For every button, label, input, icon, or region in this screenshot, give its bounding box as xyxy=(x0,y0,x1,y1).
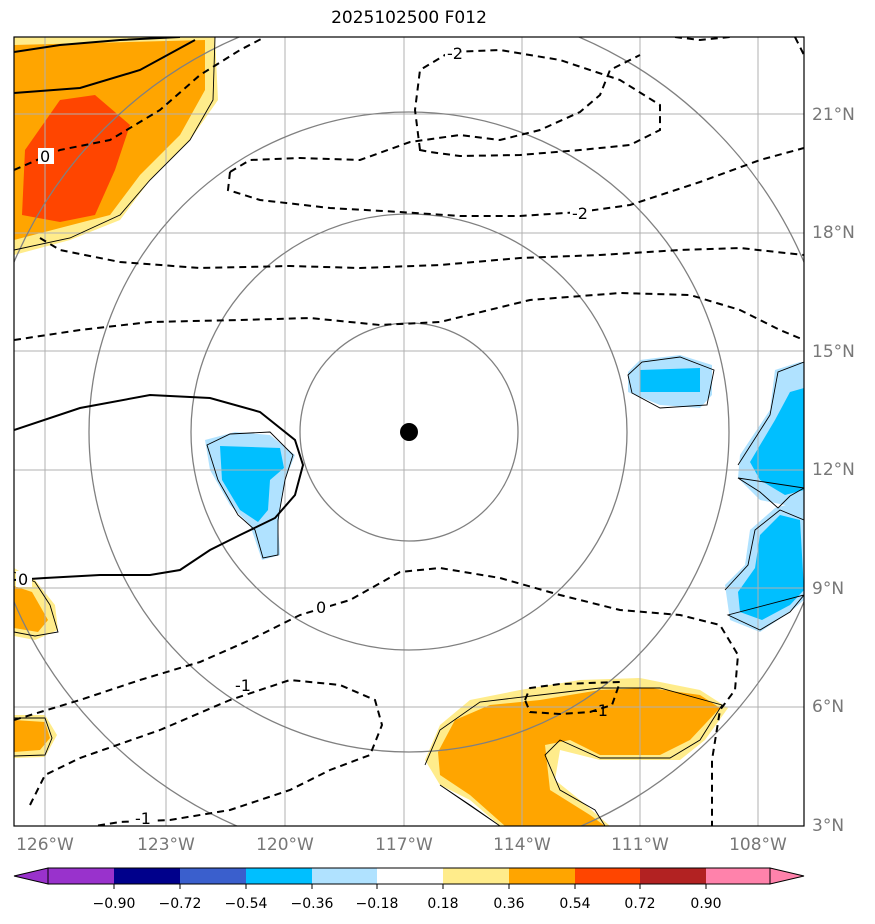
colorbar-tick-5: 0.18 xyxy=(427,896,458,912)
outline-wc xyxy=(206,431,294,559)
contour-dashed-b xyxy=(39,237,804,270)
contour-dashed-k xyxy=(794,37,804,56)
lon-label-123w: 123°W xyxy=(137,835,195,855)
lat-label-21n: 21°N xyxy=(812,105,855,125)
colorbar-seg-6 xyxy=(443,868,509,884)
contour-solid-top2 xyxy=(14,39,196,94)
negative-anomaly-e1-core xyxy=(640,368,700,392)
colorbar-tick-8: 0.72 xyxy=(624,896,655,912)
contour-label-minus1-sw: -1 xyxy=(135,809,151,828)
colorbar-seg-8 xyxy=(575,868,640,884)
colorbar-extend-high xyxy=(769,867,805,885)
longitude-labels: 126°W 123°W 120°W 117°W 114°W 111°W 108°… xyxy=(16,835,787,855)
map-frame xyxy=(13,36,805,827)
colorbar-seg-10 xyxy=(706,868,770,884)
colorbar-tick-7: 0.54 xyxy=(559,896,590,912)
contour-dashed-h xyxy=(29,678,384,826)
lat-label-3n: 3°N xyxy=(812,816,844,836)
contour-dashed-e xyxy=(226,147,804,217)
contour-dashed-g xyxy=(14,566,740,826)
contour-solid-top1 xyxy=(14,37,181,53)
colorbar-tick-0: −0.90 xyxy=(93,896,136,912)
colorbar-seg-9 xyxy=(640,868,706,884)
outline-e2 xyxy=(737,361,804,509)
colorbar-seg-4 xyxy=(312,868,377,884)
contour-dashed-c xyxy=(14,291,804,341)
lon-label-120w: 120°W xyxy=(256,835,314,855)
lon-label-117w: 117°W xyxy=(375,835,433,855)
colorbar-tick-9: 0.90 xyxy=(690,896,721,912)
outline-e1 xyxy=(627,356,715,409)
strong-anomaly-nw xyxy=(22,95,130,222)
colorbar: −0.90 −0.72 −0.54 −0.36 −0.18 0.18 0.36 … xyxy=(13,867,805,912)
negative-anomaly-wc-core xyxy=(220,446,284,522)
lat-label-12n: 12°N xyxy=(812,460,855,480)
range-ring-3 xyxy=(88,111,730,753)
contour-dashed-d xyxy=(229,54,641,173)
positive-anomaly-sw-core xyxy=(14,720,50,752)
contour-label-zero-c: 0 xyxy=(316,598,326,617)
colorbar-tick-1: −0.72 xyxy=(159,896,202,912)
contour-dashed-f xyxy=(413,48,661,158)
contour-label-minus1-s: -1 xyxy=(592,701,608,720)
lon-label-114w: 114°W xyxy=(493,835,551,855)
colorbar-tick-2: −0.54 xyxy=(225,896,268,912)
contour-label-minus2-top: -2 xyxy=(447,44,463,63)
outline-nw xyxy=(14,37,216,251)
colorbar-seg-2 xyxy=(180,868,246,884)
colorbar-seg-5 xyxy=(377,868,443,884)
lat-label-15n: 15°N xyxy=(812,342,855,362)
colorbar-seg-3 xyxy=(246,868,312,884)
contour-dashed-a xyxy=(14,37,266,171)
colorbar-seg-1 xyxy=(114,868,180,884)
outline-e3 xyxy=(724,509,804,631)
lon-label-126w: 126°W xyxy=(16,835,74,855)
lat-label-9n: 9°N xyxy=(812,579,844,599)
colorbar-seg-7 xyxy=(509,868,575,884)
outline-sw xyxy=(14,717,53,757)
lat-label-18n: 18°N xyxy=(812,223,855,243)
storm-center-marker xyxy=(400,423,418,441)
map-panel: -2 -2 0 0 0 -1 -1 -1 xyxy=(14,37,804,828)
graticule xyxy=(14,37,804,826)
lat-label-6n: 6°N xyxy=(812,697,844,717)
colorbar-tick-3: −0.36 xyxy=(291,896,334,912)
lon-label-108w: 108°W xyxy=(729,835,787,855)
lon-label-111w: 111°W xyxy=(611,835,669,855)
colorbar-extend-low xyxy=(13,867,49,885)
positive-anomaly-s-core xyxy=(438,688,720,826)
range-ring-2 xyxy=(190,213,628,651)
negative-anomaly-e2-core xyxy=(750,388,804,495)
contour-label-zero-w: 0 xyxy=(18,570,28,589)
contour-dashed-j xyxy=(674,37,731,42)
contour-label-minus1-c: -1 xyxy=(235,676,251,695)
contour-label-minus2-mid: -2 xyxy=(572,204,588,223)
negative-anomaly-e3-core xyxy=(738,515,804,620)
colorbar-tick-6: 0.36 xyxy=(493,896,524,912)
contour-label-zero-nw: 0 xyxy=(40,147,50,166)
colorbar-seg-0 xyxy=(48,868,114,884)
outline-s xyxy=(424,687,723,826)
latitude-labels: 21°N 18°N 15°N 12°N 9°N 6°N 3°N xyxy=(812,105,855,836)
colorbar-tick-4: −0.18 xyxy=(356,896,399,912)
contour-solid-center xyxy=(14,393,305,581)
map-title: 2025102500 F012 xyxy=(331,8,487,28)
